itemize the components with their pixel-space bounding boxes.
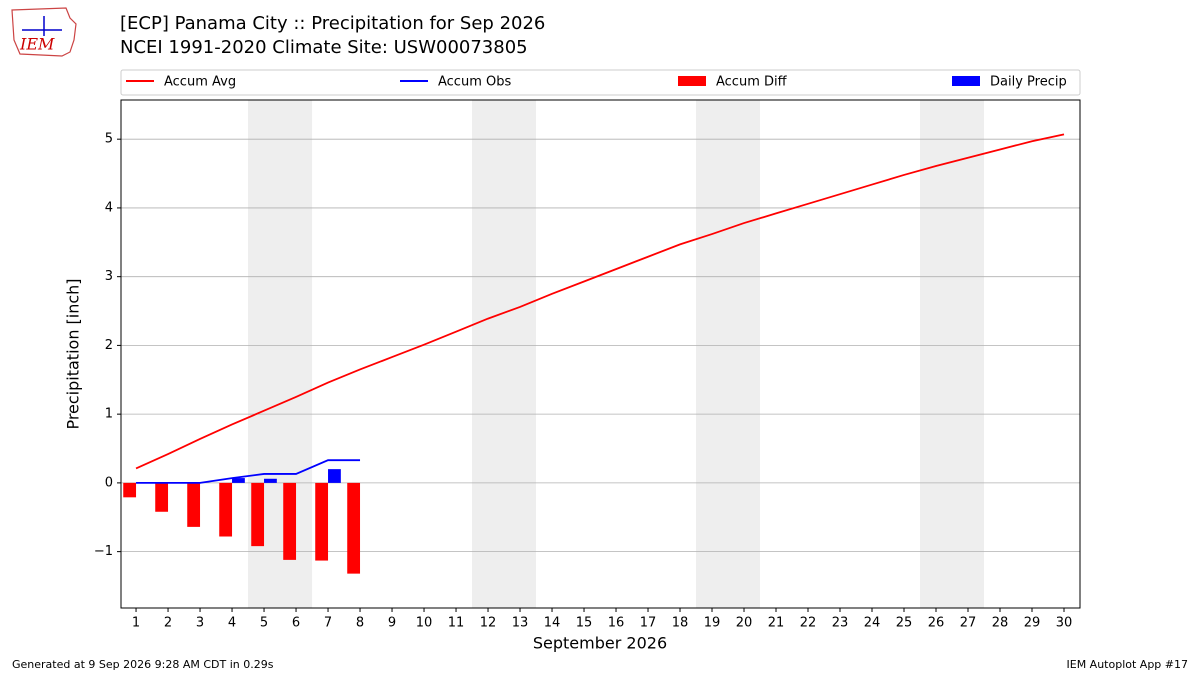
x-tick-label: 28 [992,616,1009,631]
x-tick-label: 3 [196,616,204,631]
x-tick-label: 26 [928,616,945,631]
x-tick-label: 5 [260,616,268,631]
bar [219,482,233,537]
bar [328,469,341,483]
bar [232,478,245,483]
bar [264,478,277,483]
x-tick-label: 8 [356,616,364,631]
x-tick-label: 7 [324,616,332,631]
logo-text: IEM [19,35,55,54]
y-tick-label: 3 [105,269,113,284]
legend-label: Accum Avg [164,75,236,90]
chart-subtitle: NCEI 1991-2020 Climate Site: USW00073805 [120,37,528,58]
legend-label: Accum Obs [438,75,511,90]
weekend-span [920,100,985,608]
footer-left: Generated at 9 Sep 2026 9:28 AM CDT in 0… [12,658,274,671]
x-tick-label: 29 [1024,616,1041,631]
x-tick-label: 6 [292,616,300,631]
legend-swatch [678,76,706,86]
x-tick-label: 20 [736,616,753,631]
weekend-span [696,100,761,608]
x-tick-label: 14 [544,616,561,631]
x-tick-label: 22 [800,616,817,631]
x-tick-label: 23 [832,616,849,631]
x-tick-label: 2 [164,616,172,631]
legend-box [120,69,1081,96]
y-axis-label: Precipitation [inch] [64,278,83,429]
y-tick-label: 5 [105,132,113,147]
chart-title: [ECP] Panama City :: Precipitation for S… [120,13,545,34]
legend-label: Daily Precip [990,75,1067,90]
x-tick-label: 19 [704,616,721,631]
logo: IEM [11,7,77,57]
x-tick-label: 24 [864,616,881,631]
x-tick-label: 4 [228,616,236,631]
x-tick-label: 16 [608,616,625,631]
bar [123,482,137,498]
x-tick-label: 27 [960,616,977,631]
y-tick-label: −1 [94,544,113,559]
y-tick-label: 1 [105,407,113,422]
bar [251,482,265,547]
line [136,459,361,484]
footer-right: IEM Autoplot App #17 [1067,658,1189,671]
x-tick-label: 11 [448,616,465,631]
x-tick-label: 18 [672,616,689,631]
legend-swatch [952,76,980,86]
bar [347,482,361,574]
x-axis-label: September 2026 [533,634,667,653]
x-tick-label: 25 [896,616,913,631]
logo-outline [11,7,77,57]
x-tick-label: 15 [576,616,593,631]
y-tick-label: 4 [105,200,113,215]
x-tick-label: 17 [640,616,657,631]
line [135,133,1065,470]
x-tick-label: 10 [416,616,433,631]
legend-label: Accum Diff [716,75,788,90]
bar [315,482,329,561]
plot-frame [120,99,1081,609]
x-tick-label: 12 [480,616,497,631]
x-tick-label: 1 [132,616,140,631]
bar [187,482,201,527]
y-tick-label: 2 [105,338,113,353]
x-tick-label: 30 [1056,616,1073,631]
x-tick-label: 13 [512,616,529,631]
bar [155,482,169,512]
weekend-span [472,100,537,608]
bar [283,482,297,560]
x-tick-label: 21 [768,616,785,631]
y-tick-label: 0 [105,475,113,490]
x-tick-label: 9 [388,616,396,631]
